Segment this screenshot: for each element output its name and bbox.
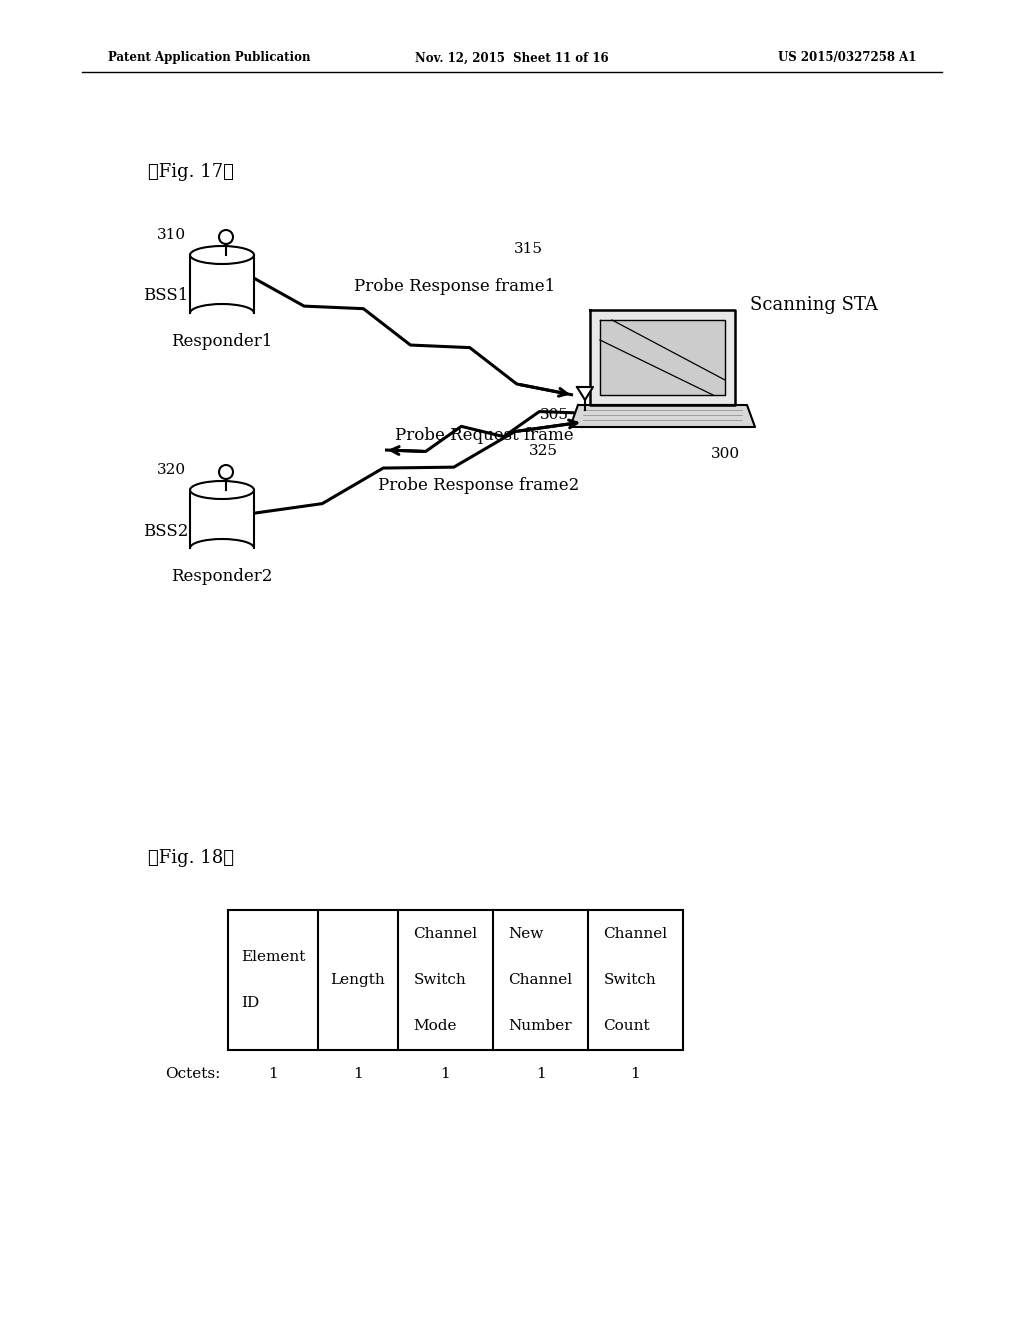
Text: 1: 1	[353, 1067, 362, 1081]
Bar	[190, 255, 254, 313]
Text: 1: 1	[536, 1067, 546, 1081]
Bar	[228, 909, 683, 1049]
Text: Element

ID: Element ID	[241, 950, 305, 1010]
Text: 310: 310	[157, 228, 186, 242]
Text: 1: 1	[440, 1067, 451, 1081]
Text: Channel

Switch

Count: Channel Switch Count	[603, 928, 668, 1032]
Text: Probe Response frame1: Probe Response frame1	[353, 279, 555, 296]
Text: Nov. 12, 2015  Sheet 11 of 16: Nov. 12, 2015 Sheet 11 of 16	[415, 51, 609, 65]
Text: Scanning STA: Scanning STA	[750, 296, 878, 314]
Text: BSS2: BSS2	[142, 523, 188, 540]
Ellipse shape	[190, 480, 254, 499]
Text: 325: 325	[528, 444, 557, 458]
Text: Probe Response frame2: Probe Response frame2	[379, 477, 580, 494]
Text: 320: 320	[157, 463, 186, 477]
Text: BSS1: BSS1	[142, 288, 188, 305]
Text: Responder1: Responder1	[171, 333, 272, 350]
Polygon shape	[577, 387, 593, 400]
Text: Patent Application Publication: Patent Application Publication	[108, 51, 310, 65]
Text: 【Fig. 17】: 【Fig. 17】	[148, 162, 233, 181]
Text: 1: 1	[631, 1067, 640, 1081]
Text: Probe Request frame: Probe Request frame	[395, 426, 573, 444]
Text: Responder2: Responder2	[171, 568, 272, 585]
Text: 305: 305	[540, 408, 569, 422]
Text: 1: 1	[268, 1067, 278, 1081]
Polygon shape	[600, 319, 725, 395]
Text: 【Fig. 18】: 【Fig. 18】	[148, 849, 234, 867]
Bar	[190, 490, 254, 548]
Polygon shape	[590, 310, 735, 405]
Ellipse shape	[190, 246, 254, 264]
Text: 300: 300	[711, 447, 739, 461]
Text: Length: Length	[331, 973, 385, 987]
Text: Channel

Switch

Mode: Channel Switch Mode	[414, 928, 477, 1032]
Polygon shape	[570, 405, 755, 426]
Text: 315: 315	[513, 242, 543, 256]
Text: New

Channel

Number: New Channel Number	[509, 928, 572, 1032]
Text: Octets:: Octets:	[165, 1067, 220, 1081]
Text: US 2015/0327258 A1: US 2015/0327258 A1	[777, 51, 916, 65]
